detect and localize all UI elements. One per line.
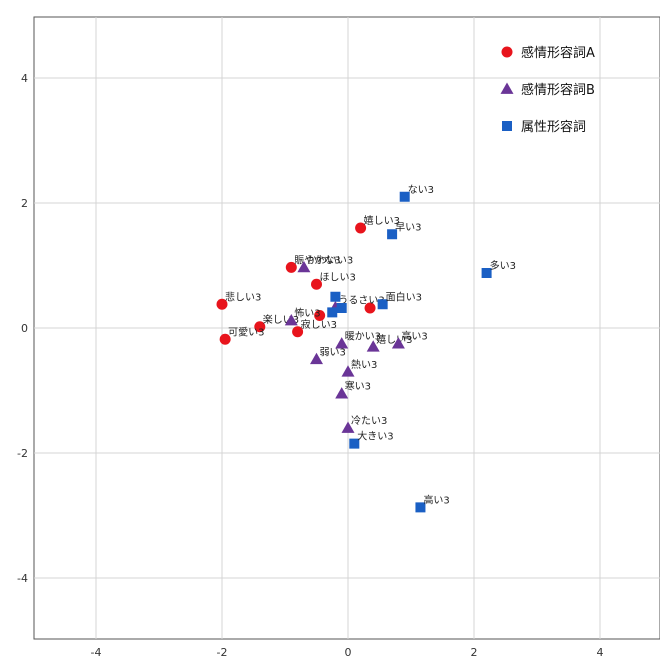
data-point-circle (355, 222, 367, 234)
data-point-circle (292, 326, 304, 338)
point-label: 怖い3 (294, 307, 320, 320)
x-tick-label: 4 (597, 646, 604, 659)
point-label: 弱い3 (320, 346, 346, 358)
data-point-triangle (341, 365, 355, 377)
y-axis-ticks: -4 -2 0 2 4 (17, 72, 28, 585)
point-label: 面白い3 (386, 290, 422, 303)
point-label: ない3 (408, 184, 434, 196)
x-tick-label: -4 (91, 646, 102, 659)
data-point-square (327, 307, 338, 318)
data-point-triangle (341, 421, 355, 433)
point-label: 寂しい3 (301, 318, 337, 331)
data-point-square (415, 502, 426, 513)
point-label: 賑やかな3 (294, 254, 340, 266)
data-point-circle (311, 278, 322, 290)
data-point-square (330, 291, 341, 302)
data-point-circle (216, 298, 228, 310)
data-point-square (481, 268, 492, 278)
data-point-circle (285, 261, 297, 273)
legend-label: 属性形容詞 (521, 119, 586, 135)
x-axis-ticks: -4 -2 0 2 4 (91, 646, 604, 659)
data-point-triangle (391, 337, 405, 349)
point-label: うるさい3 (338, 294, 384, 306)
y-tick-label: 2 (21, 197, 28, 210)
point-label: 大きい3 (357, 430, 393, 443)
data-point-triangle (366, 340, 380, 352)
legend: 感情形容詞A 感情形容詞B 属性形容詞 (500, 45, 595, 135)
data-point-circle (364, 302, 376, 314)
y-tick-label: -4 (17, 572, 28, 585)
data-point-square (399, 191, 410, 202)
data-point-triangle (284, 314, 298, 326)
point-label: 悲しい3 (225, 290, 261, 303)
point-label: ほしい3 (320, 271, 356, 283)
data-point-circle (219, 333, 231, 345)
point-label: 可愛い3 (228, 325, 264, 338)
point-label: 高い3 (423, 493, 449, 506)
point-label: 多い3 (490, 259, 516, 272)
grid-lines (34, 17, 660, 639)
y-tick-label: 0 (21, 322, 28, 335)
data-point-square (377, 299, 388, 310)
data-point-circle (314, 310, 326, 321)
data-point-triangle (310, 352, 323, 365)
x-tick-label: 0 (345, 646, 352, 659)
point-label: 冷たい3 (351, 414, 387, 427)
legend-marker-square (502, 121, 512, 131)
data-point-triangle (297, 260, 311, 273)
data-point-square (336, 303, 347, 313)
point-label: 嬉しい3 (364, 214, 400, 227)
data-point-triangle (335, 387, 349, 399)
series-square: ない3 早い3 多い3 面白い3 大きい3 高い3 (327, 184, 516, 513)
data-point-triangle (335, 337, 349, 349)
data-point-square (387, 229, 398, 240)
x-tick-label: -2 (217, 646, 228, 659)
legend-label: 感情形容詞A (521, 45, 595, 61)
y-tick-label: 4 (21, 72, 28, 85)
legend-marker-circle (501, 46, 513, 58)
point-label: 寒い3 (345, 380, 371, 393)
point-label: 熱い3 (351, 358, 377, 371)
point-label: 早い3 (395, 221, 421, 233)
data-point-circle (254, 321, 266, 333)
y-tick-label: -2 (17, 447, 28, 460)
legend-label: 感情形容詞B (521, 82, 595, 98)
legend-marker-triangle (500, 82, 514, 94)
point-label: 高い3 (401, 330, 427, 343)
point-label: 暖かい3 (345, 330, 381, 343)
data-point-square (349, 438, 360, 449)
point-label: かわいい3 (307, 254, 353, 266)
x-tick-label: 2 (471, 646, 478, 659)
point-label: 嬉しい3 (376, 333, 412, 346)
